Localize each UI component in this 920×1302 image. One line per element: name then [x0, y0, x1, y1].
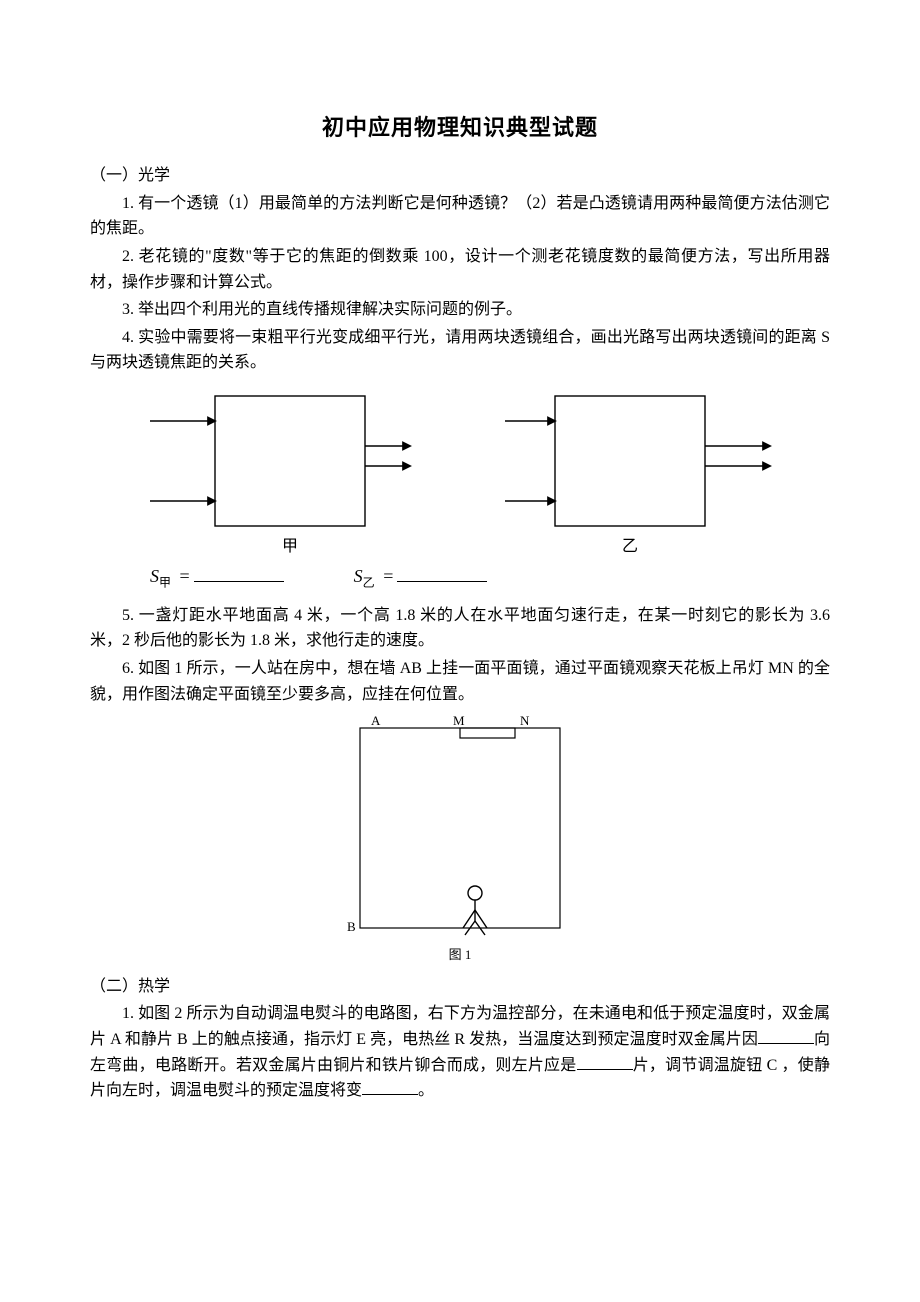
blank-2-3: [362, 1078, 418, 1095]
figure-1: A M N B 图 1: [90, 713, 830, 966]
lens-diagram-row: 甲 乙: [90, 386, 830, 556]
blank-2-1: [758, 1027, 814, 1044]
label-N: N: [520, 713, 530, 728]
label-yi: 乙: [622, 538, 638, 555]
lens-svg-jia: 甲: [145, 386, 415, 556]
label-jia: 甲: [282, 538, 298, 555]
lens-box-yi: 乙: [505, 386, 775, 556]
blank-jia: [194, 563, 284, 582]
figure-1-caption: 图 1: [90, 945, 830, 966]
label-A: A: [371, 713, 381, 728]
lens-box-jia: 甲: [145, 386, 415, 556]
q1-3: 3. 举出四个利用光的直线传播规律解决实际问题的例子。: [90, 297, 830, 323]
room-svg: A M N B: [345, 713, 575, 943]
q1-5: 5. 一盏灯距水平地面高 4 米，一个高 1.8 米的人在水平地面匀速行走，在某…: [90, 603, 830, 654]
q1-1: 1. 有一个透镜（1）用最简单的方法判断它是何种透镜？（2）若是凸透镜请用两种最…: [90, 191, 830, 242]
eq-jia: S甲 =: [150, 562, 284, 593]
q1-2: 2. 老花镜的"度数"等于它的焦距的倒数乘 100，设计一个测老花镜度数的最简便…: [90, 244, 830, 295]
blank-yi: [397, 563, 487, 582]
label-B: B: [347, 919, 356, 934]
lens-svg-yi: 乙: [505, 386, 775, 556]
label-M: M: [453, 713, 465, 728]
blank-2-2: [577, 1053, 633, 1070]
q1-6: 6. 如图 1 所示，一人站在房中，想在墙 AB 上挂一面平面镜，通过平面镜观察…: [90, 656, 830, 707]
q1-4: 4. 实验中需要将一束粗平行光变成细平行光，请用两块透镜组合，画出光路写出两块透…: [90, 325, 830, 376]
page-title: 初中应用物理知识典型试题: [90, 110, 830, 145]
section-2-head: （二）热学: [90, 974, 830, 1000]
equation-row: S甲 = S乙 =: [150, 562, 830, 593]
section-1-head: （一）光学: [90, 163, 830, 189]
q2-1: 1. 如图 2 所示为自动调温电熨斗的电路图，右下方为温控部分，在未通电和低于预…: [90, 1001, 830, 1103]
eq-yi: S乙 =: [354, 562, 488, 593]
page: 初中应用物理知识典型试题 （一）光学 1. 有一个透镜（1）用最简单的方法判断它…: [0, 0, 920, 1302]
